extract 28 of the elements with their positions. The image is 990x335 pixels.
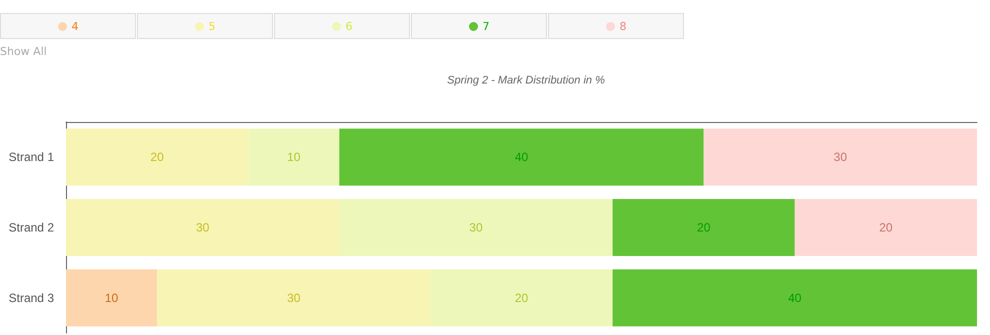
y-tick-label: Strand 2 — [8, 220, 54, 234]
data-label: 20 — [697, 220, 711, 234]
data-label: 30 — [287, 290, 301, 305]
legend-label: 7 — [482, 20, 490, 32]
y-tick-label: Strand 3 — [8, 290, 54, 305]
bar — [704, 128, 977, 186]
data-label: 40 — [788, 290, 802, 305]
data-label: 40 — [514, 150, 528, 164]
data-label: 20 — [879, 220, 893, 234]
data-label: 30 — [196, 220, 210, 234]
legend-label: 8 — [620, 20, 626, 32]
bar — [794, 199, 977, 256]
bar — [66, 269, 158, 326]
data-label: 30 — [834, 150, 848, 164]
legend-label: 4 — [72, 20, 78, 32]
legend-label: 6 — [346, 20, 352, 32]
data-label: 30 — [469, 220, 483, 234]
legend-label: 5 — [208, 20, 216, 32]
y-tick-label: Strand 1 — [8, 150, 54, 164]
bar — [612, 269, 977, 326]
data-label: 20 — [150, 150, 164, 164]
data-label: 10 — [287, 150, 301, 164]
bar — [339, 128, 704, 186]
text: Show All — [0, 45, 47, 58]
bar — [612, 199, 795, 256]
data-label: 20 — [514, 290, 528, 305]
chart-title: Spring 2 - Mark Distribution in % — [447, 74, 606, 86]
data-label: 10 — [104, 290, 119, 305]
